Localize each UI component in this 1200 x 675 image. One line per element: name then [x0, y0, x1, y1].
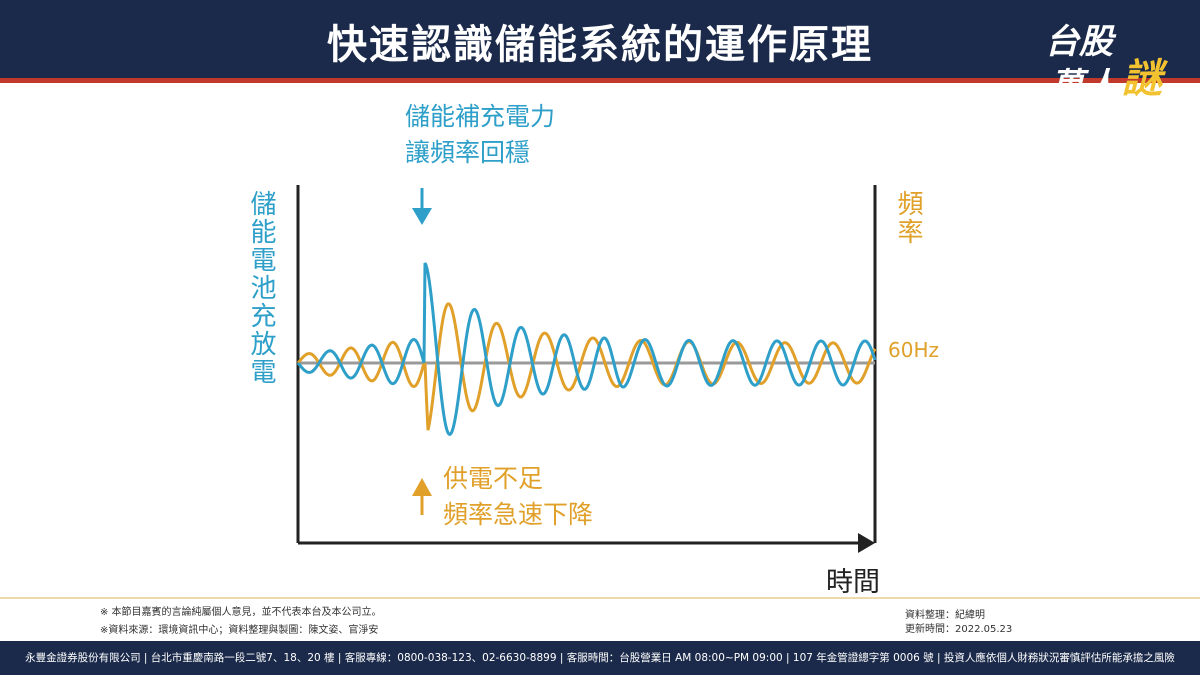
left-axis-label: 儲能電池充放電 — [246, 190, 276, 386]
annotation: 供電不足 — [443, 464, 544, 493]
battery-wave — [296, 262, 877, 437]
note: ※資料來源：環境資訊中心；資料整理與製圖：陳文姿、官淨安 — [100, 625, 379, 636]
right-axis-label: 頻率 — [893, 190, 923, 246]
frequency-wave — [296, 302, 877, 431]
title: 快速認識儲能系統的運作原理 — [327, 22, 873, 68]
annotation: 讓頻率回穩 — [405, 138, 531, 167]
arrow-head — [412, 208, 432, 225]
credit: 更新時間：2022.05.23 — [905, 624, 1013, 635]
arrow-head — [858, 533, 875, 553]
baseline-label: 60Hz — [888, 338, 939, 362]
logo-text: 謎 — [1122, 56, 1162, 102]
header-bar — [0, 0, 1200, 83]
annotation: 頻率急速下降 — [443, 500, 594, 529]
arrow-head — [412, 478, 432, 496]
footer: 永豐金證券股份有限公司 | 台北市重慶南路一段二號7、18、20 樓 | 客服專… — [0, 641, 1200, 675]
credit: 資料整理：紀緯明 — [905, 610, 985, 621]
note: ※ 本節目嘉賓的言論純屬個人意見，並不代表本台及本公司立。 — [100, 607, 382, 618]
bottom-arrow — [412, 478, 432, 515]
logo-text: 台股 — [1045, 22, 1113, 62]
top-arrow — [412, 188, 432, 225]
x-axis-label: 時間 — [826, 567, 880, 598]
separator — [0, 597, 1200, 599]
annotation: 儲能補充電力 — [405, 102, 556, 131]
logo-text: 萬人 — [1050, 66, 1118, 106]
